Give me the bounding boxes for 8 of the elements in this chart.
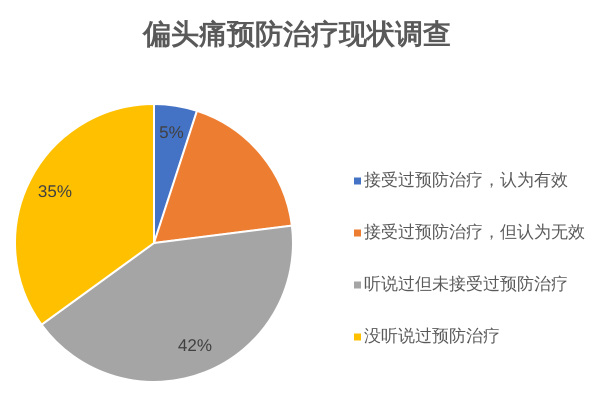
data-label: 35% [38, 182, 72, 202]
legend-label: 接受过预防治疗，但认为无效 [364, 222, 585, 242]
legend-label: 接受过预防治疗，认为有效 [364, 170, 568, 190]
legend-label: 听说过但未接受过预防治疗 [364, 274, 568, 294]
chart-title: 偏头痛预防治疗现状调查 [142, 18, 451, 50]
legend-label: 没听说过预防治疗 [364, 326, 500, 346]
data-label: 42% [178, 336, 212, 356]
data-label: 5% [159, 122, 184, 142]
